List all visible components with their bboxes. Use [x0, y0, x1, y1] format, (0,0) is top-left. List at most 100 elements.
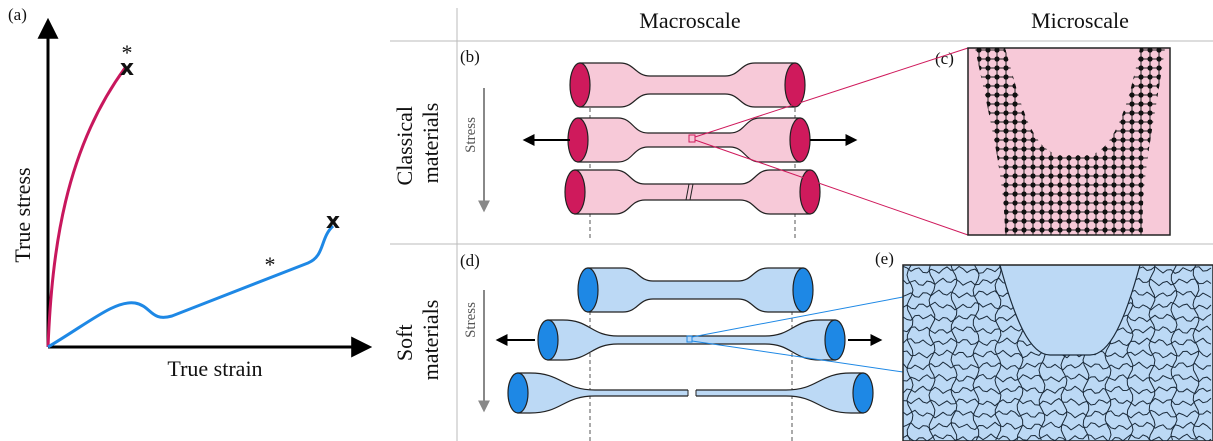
lattice-node	[1075, 173, 1080, 178]
lattice-node	[1138, 74, 1143, 79]
specimen-end	[825, 320, 845, 360]
lattice-node	[1012, 128, 1017, 133]
lattice-node	[1093, 182, 1098, 187]
lattice-node	[1084, 227, 1089, 232]
specimen-end	[793, 268, 813, 312]
lattice-node	[994, 101, 999, 106]
lattice-node	[1156, 47, 1161, 52]
lattice-node	[1003, 74, 1008, 79]
row-label: Classical materials	[392, 101, 443, 186]
lattice-node	[1048, 200, 1053, 205]
lattice-node	[1012, 200, 1017, 205]
column-header: Microscale	[1031, 8, 1129, 33]
lattice-node	[1012, 173, 1017, 178]
panel-label: (d)	[460, 251, 480, 270]
lattice-node	[1093, 209, 1098, 214]
lattice-node	[1129, 209, 1134, 214]
lattice-node	[1084, 173, 1089, 178]
lattice-node	[1075, 155, 1080, 160]
lattice-node	[1147, 92, 1152, 97]
lattice-node	[1003, 164, 1008, 169]
lattice-node	[1093, 227, 1098, 232]
lattice-node	[1138, 182, 1143, 187]
lattice-node	[1039, 173, 1044, 178]
lattice-node	[994, 110, 999, 115]
lattice-node	[1138, 173, 1143, 178]
lattice-node	[1120, 191, 1125, 196]
lattice-node	[1066, 200, 1071, 205]
lattice-node	[1003, 200, 1008, 205]
gap	[688, 388, 696, 398]
lattice-node	[1057, 209, 1062, 214]
lattice-node	[1102, 155, 1107, 160]
lattice-node	[1102, 173, 1107, 178]
specimen-end	[538, 320, 558, 360]
specimen-end	[508, 373, 528, 413]
lattice-node	[1111, 146, 1116, 151]
lattice-node	[1012, 209, 1017, 214]
lattice-node	[1057, 191, 1062, 196]
y-axis-label: True stress	[10, 167, 35, 262]
lattice-node	[1093, 218, 1098, 223]
failure-marker: x	[326, 209, 340, 234]
lattice-node	[1012, 191, 1017, 196]
lattice-node	[1075, 191, 1080, 196]
lattice-node	[1147, 56, 1152, 61]
lattice-node	[1003, 155, 1008, 160]
specimen-end	[853, 373, 873, 413]
lattice-node	[1021, 155, 1026, 160]
lattice-node	[1120, 209, 1125, 214]
lattice-node	[1084, 182, 1089, 187]
lattice-node	[1138, 83, 1143, 88]
lattice-node	[1156, 65, 1161, 70]
lattice-node	[1129, 128, 1134, 133]
lattice-node	[1012, 182, 1017, 187]
specimen-end	[565, 170, 585, 214]
lattice-node	[1084, 200, 1089, 205]
lattice-node	[1030, 191, 1035, 196]
lattice-node	[1012, 110, 1017, 115]
lattice-node	[994, 56, 999, 61]
lattice-node	[1138, 155, 1143, 160]
row-label-line: Classical	[392, 106, 417, 185]
lattice-node	[1147, 110, 1152, 115]
lattice-node	[1030, 227, 1035, 232]
lattice-node	[1084, 218, 1089, 223]
specimen-end	[785, 63, 805, 107]
lattice-node	[1093, 200, 1098, 205]
lattice-node	[1021, 146, 1026, 151]
classical-curve	[48, 68, 125, 347]
lattice-node	[1030, 164, 1035, 169]
lattice-node	[1012, 164, 1017, 169]
stress-label: Stress	[463, 302, 479, 338]
lattice-node	[1129, 191, 1134, 196]
lattice-node	[1129, 218, 1134, 223]
lattice-node	[1111, 200, 1116, 205]
specimen-end	[790, 118, 810, 162]
lattice-node	[1147, 74, 1152, 79]
lattice-node	[1138, 128, 1143, 133]
lattice-node	[1039, 182, 1044, 187]
lattice-node	[985, 83, 990, 88]
lattice-node	[985, 47, 990, 52]
lattice-node	[1111, 164, 1116, 169]
lattice-node	[1066, 173, 1071, 178]
lattice-node	[994, 83, 999, 88]
lattice-node	[1120, 155, 1125, 160]
lattice-node	[976, 47, 981, 52]
lattice-node	[994, 47, 999, 52]
lattice-node	[1039, 164, 1044, 169]
lattice-node	[1129, 110, 1134, 115]
lattice-node	[1048, 182, 1053, 187]
lattice-node	[1084, 209, 1089, 214]
lattice-node	[1102, 191, 1107, 196]
lattice-node	[1147, 65, 1152, 70]
lattice-node	[1057, 164, 1062, 169]
lattice-node	[1066, 164, 1071, 169]
lattice-node	[1066, 209, 1071, 214]
lattice-node	[1129, 182, 1134, 187]
lattice-node	[1102, 164, 1107, 169]
lattice-node	[1021, 182, 1026, 187]
lattice-node	[1030, 209, 1035, 214]
lattice-node	[1111, 218, 1116, 223]
